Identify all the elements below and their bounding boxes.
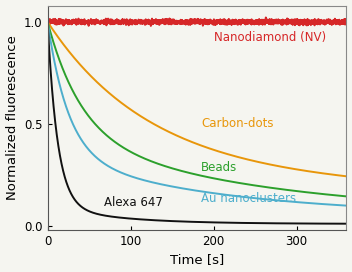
X-axis label: Time [s]: Time [s] — [170, 254, 224, 267]
Text: Carbon-dots: Carbon-dots — [201, 118, 274, 130]
Text: Au nanoclusters: Au nanoclusters — [201, 192, 296, 205]
Text: Alexa 647: Alexa 647 — [104, 196, 163, 209]
Text: Beads: Beads — [201, 161, 237, 174]
Y-axis label: Normalized fluorescence: Normalized fluorescence — [6, 35, 19, 200]
Text: Nanodiamond (NV): Nanodiamond (NV) — [214, 31, 326, 44]
